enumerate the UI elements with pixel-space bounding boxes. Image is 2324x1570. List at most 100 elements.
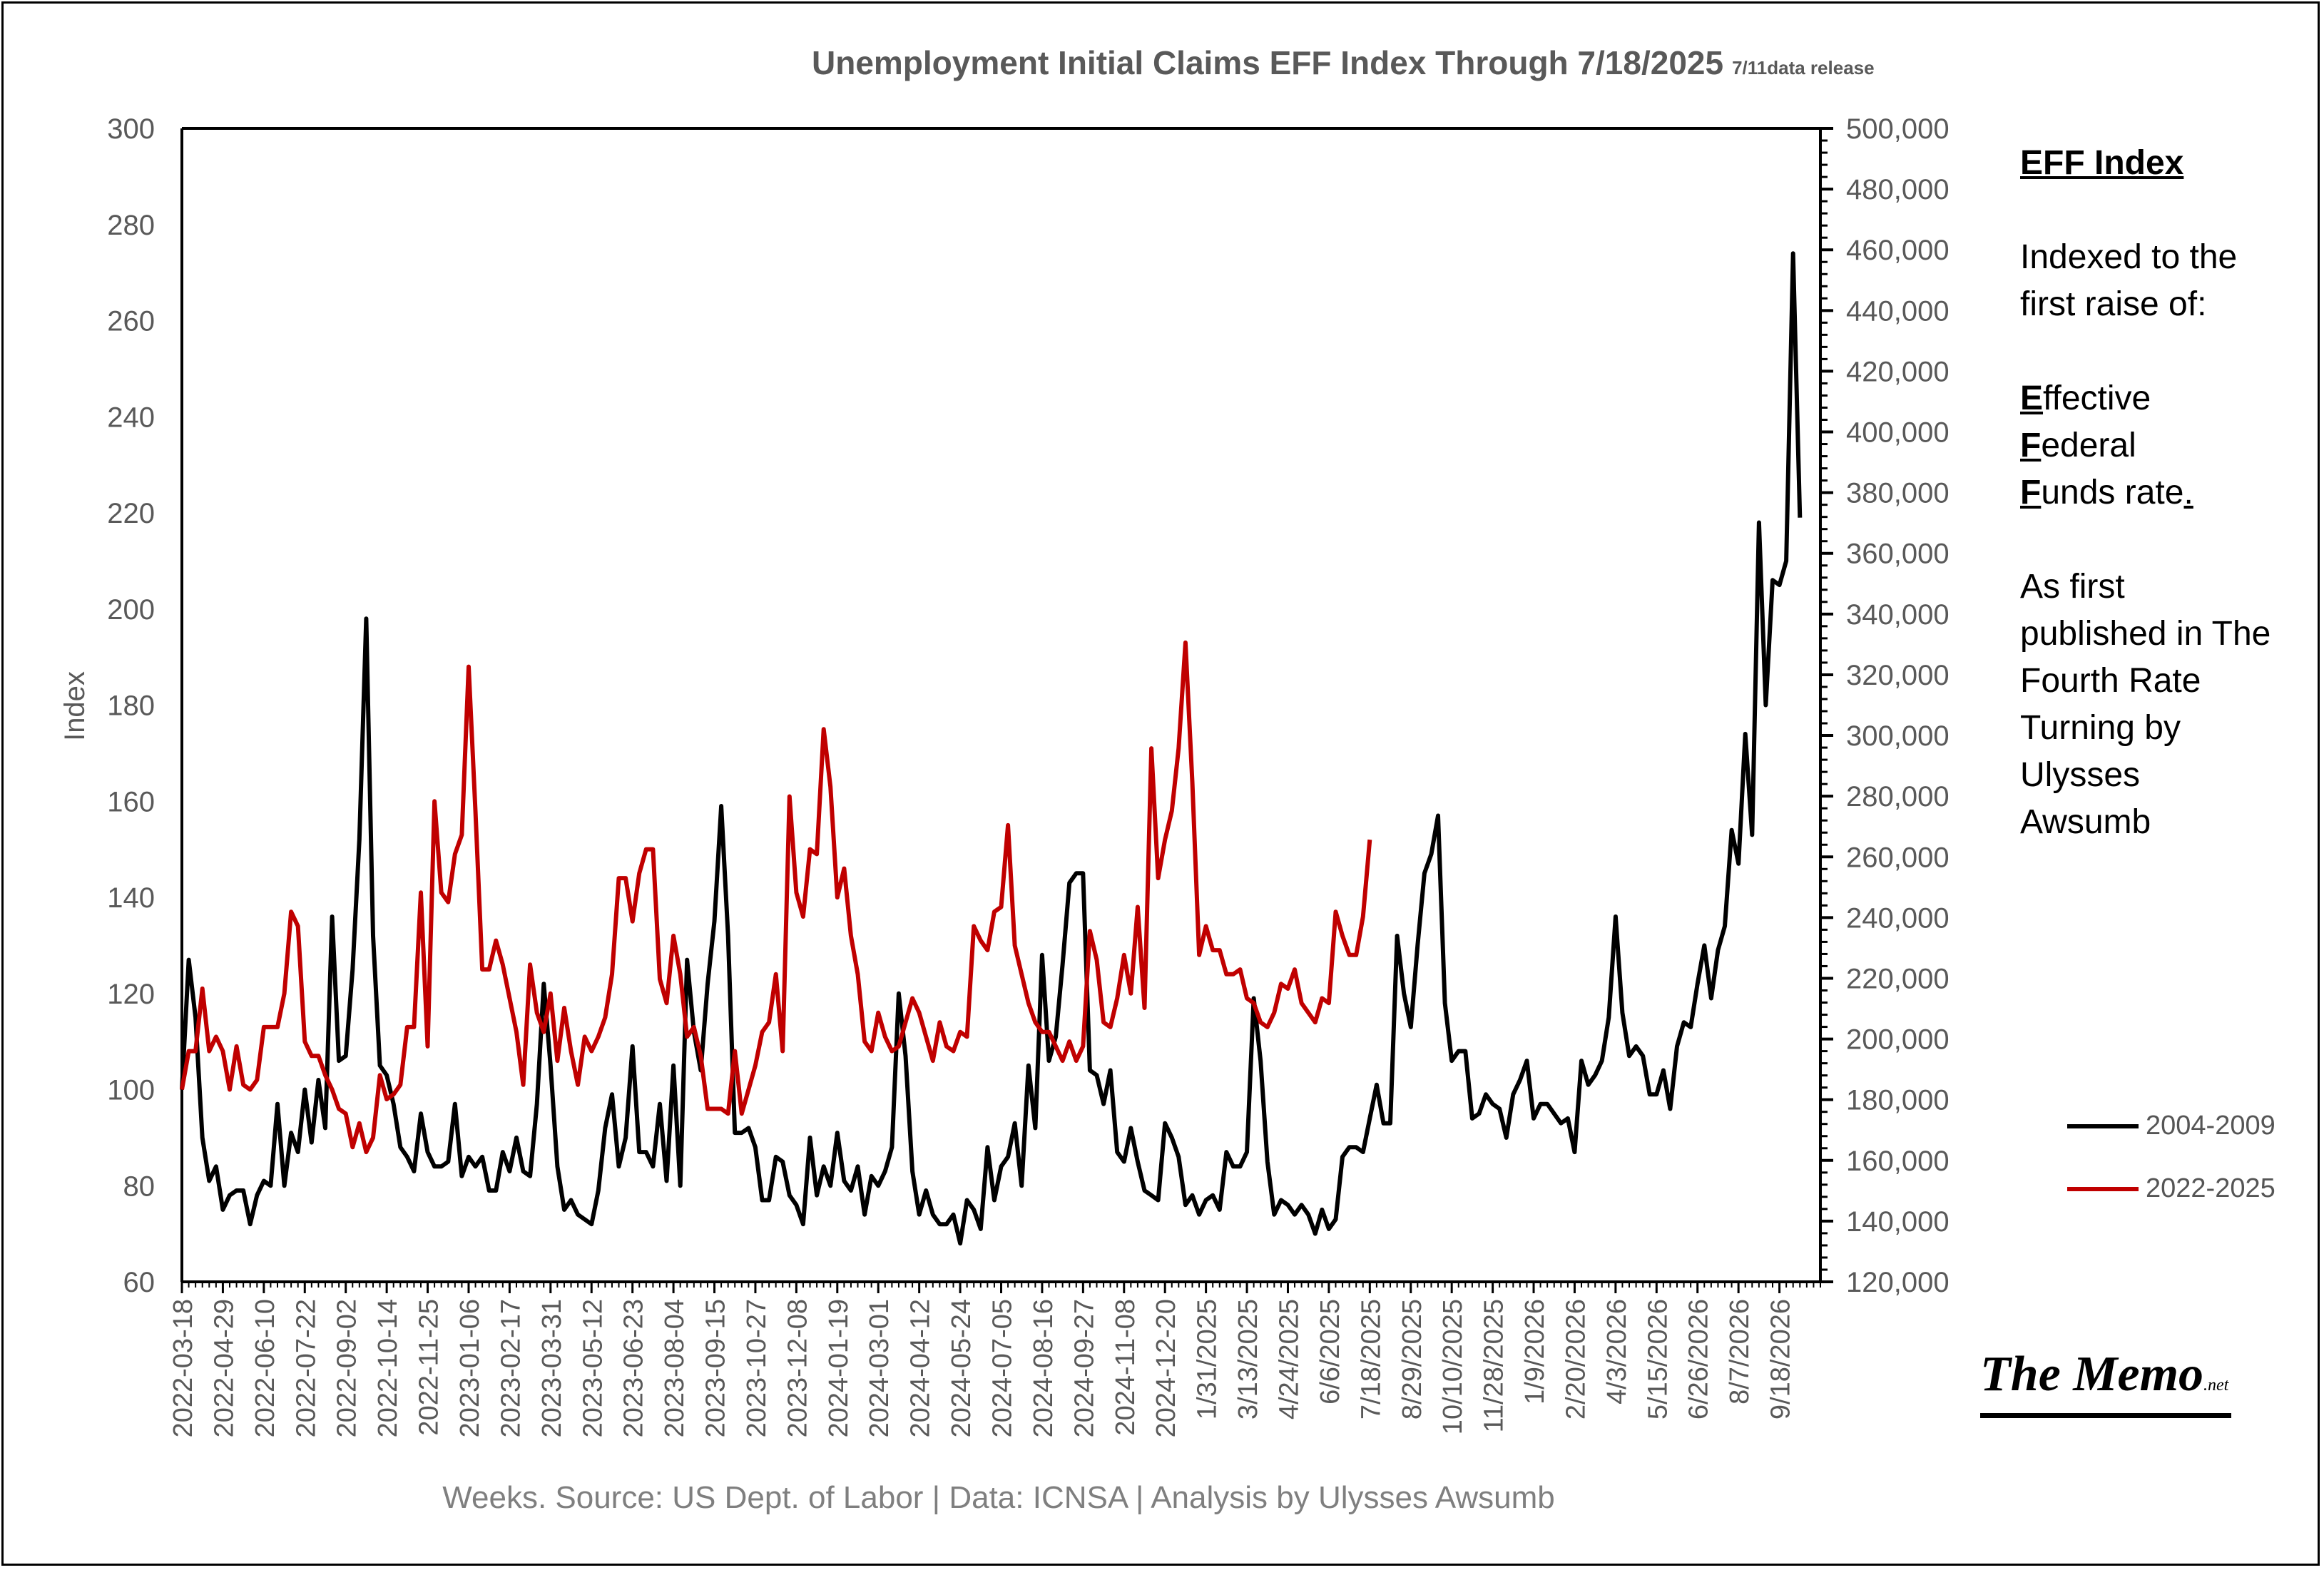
x-tick-label: 2/20/2026	[1561, 1299, 1591, 1419]
y2-tick-label: 140,000	[1846, 1206, 1950, 1238]
x-tick-label: 2023-12-08	[783, 1299, 812, 1437]
y2-tick-label: 240,000	[1846, 902, 1950, 934]
y2-tick-label: 420,000	[1846, 356, 1950, 387]
acronym-f1-rest: ederal	[2041, 427, 2136, 464]
x-tick-label: 2024-04-12	[906, 1299, 936, 1437]
y-tick-label: 140	[107, 882, 155, 914]
x-tick-label: 4/24/2025	[1274, 1299, 1304, 1419]
y2-tick-label: 400,000	[1846, 417, 1950, 449]
x-tick-label: 2024-12-20	[1151, 1299, 1181, 1437]
sidebar-text2: As first published in The Fourth Rate Tu…	[2020, 568, 2271, 841]
series-line-2004-2009	[180, 251, 1803, 1246]
x-tick-label: 2024-03-01	[865, 1299, 895, 1437]
acronym-e: E	[2020, 379, 2044, 417]
y2-tick-label: 120,000	[1846, 1267, 1950, 1298]
x-tick-label: 11/28/2025	[1479, 1299, 1509, 1432]
legend-item-2022-2025: 2022-2025	[2067, 1173, 2275, 1204]
y-tick-label: 160	[107, 786, 155, 817]
y2-tick-label: 360,000	[1846, 539, 1950, 570]
x-tick-label: 3/13/2025	[1233, 1299, 1263, 1419]
y2-tick-label: 460,000	[1846, 235, 1950, 266]
y2-tick-label: 260,000	[1846, 842, 1950, 873]
acronym-f1: F	[2020, 427, 2042, 464]
y-tick-label: 200	[107, 594, 155, 626]
series-group	[180, 251, 1803, 1246]
y2-tick-label: 480,000	[1846, 174, 1950, 205]
y2-tick-label: 440,000	[1846, 295, 1950, 327]
sidebar-acronym: Effective Federal Funds rate.	[2020, 375, 2277, 516]
acronym-line-funds: Funds rate.	[2020, 469, 2277, 516]
acronym-f2-rest: unds rate	[2041, 474, 2184, 511]
chart-title: Unemployment Initial Claims EFF Index Th…	[812, 44, 1875, 81]
y-tick-label: 240	[107, 402, 155, 433]
legend-swatch-black	[2067, 1123, 2139, 1128]
y2-axis-ticks: 120,000 140,000 160,000 180,000 200,000 220,0…	[1820, 113, 1950, 1298]
x-tick-label: 2022-03-18	[168, 1299, 198, 1437]
x-tick-label: 9/18/2026	[1766, 1299, 1796, 1419]
chart-title-suffix: 7/11data release	[1732, 57, 1875, 78]
x-tick-label: 4/3/2026	[1602, 1299, 1632, 1405]
y2-tick-label: 280,000	[1846, 781, 1950, 812]
y2-tick-label: 340,000	[1846, 599, 1950, 631]
y-tick-label: 300	[107, 113, 155, 145]
x-tick-label: 8/7/2026	[1725, 1299, 1755, 1405]
legend-swatch-red	[2067, 1186, 2139, 1191]
y-tick-label: 180	[107, 690, 155, 722]
x-tick-label: 2023-09-15	[701, 1299, 731, 1437]
y-tick-label: 60	[123, 1267, 156, 1298]
x-tick-label: 2023-01-06	[455, 1299, 485, 1437]
acronym-e-rest: ffective	[2043, 379, 2151, 417]
y2-tick-label: 160,000	[1846, 1146, 1950, 1177]
legend-item-2004-2009: 2004-2009	[2067, 1111, 2275, 1141]
x-tick-label: 10/10/2025	[1438, 1299, 1468, 1434]
x-tick-label: 5/15/2026	[1643, 1299, 1673, 1419]
y2-tick-label: 200,000	[1846, 1024, 1950, 1056]
x-tick-label: 6/6/2025	[1315, 1299, 1345, 1405]
the-memo-logo: The Memo.net	[1980, 1347, 2232, 1418]
series-line-2022-2025	[180, 640, 1372, 1155]
sidebar-text1: Indexed to the first raise of:	[2020, 238, 2238, 323]
x-tick-label: 2023-08-04	[660, 1299, 690, 1437]
x-tick-label: 7/18/2025	[1356, 1299, 1386, 1419]
chart-title-main: Unemployment Initial Claims EFF Index Th…	[812, 44, 1723, 81]
x-tick-label: 2022-04-29	[209, 1299, 239, 1437]
x-axis-label: Weeks. Source: US Dept. of Labor | Data:…	[442, 1480, 1554, 1515]
y2-tick-label: 220,000	[1846, 963, 1950, 994]
x-tick-label: 2023-03-31	[537, 1299, 567, 1437]
acronym-line-federal: Federal	[2020, 422, 2277, 469]
y-axis-ticks: 60 80 100 120 140 160 180 200 220 240 260 280 300	[107, 113, 155, 1298]
y-tick-label: 280	[107, 210, 155, 241]
logo-main: The Memo	[1980, 1347, 2204, 1402]
axes-group	[180, 127, 1822, 1283]
x-tick-label: 2024-01-19	[824, 1299, 854, 1437]
x-tick-label: 2024-07-05	[988, 1299, 1018, 1437]
y-tick-label: 260	[107, 306, 155, 337]
x-tick-label: 2022-09-02	[332, 1299, 362, 1437]
sidebar-heading: EFF Index	[2020, 144, 2184, 182]
acronym-f2-dot: .	[2183, 474, 2193, 511]
y-tick-label: 80	[123, 1171, 156, 1202]
acronym-line-effective: Effective	[2020, 375, 2277, 422]
legend-label-2022-2025: 2022-2025	[2146, 1173, 2275, 1203]
y2-tick-label: 300,000	[1846, 720, 1950, 752]
x-tick-label: 2023-05-12	[578, 1299, 608, 1437]
x-tick-label: 2023-06-23	[619, 1299, 649, 1437]
x-tick-label: 2023-10-27	[742, 1299, 772, 1437]
x-tick-label: 2023-02-17	[496, 1299, 526, 1437]
x-tick-label: 2024-11-08	[1111, 1299, 1141, 1436]
y2-tick-label: 380,000	[1846, 478, 1950, 509]
x-tick-label: 2022-06-10	[250, 1299, 280, 1437]
x-axis-ticks: 2022-03-18 2022-04-29 2022-06-10 2022-07-22…	[168, 1282, 1821, 1437]
x-tick-label: 2022-10-14	[373, 1299, 403, 1437]
acronym-f2: F	[2020, 474, 2042, 511]
sidebar-note: EFF Index Indexed to the first raise of:…	[2020, 140, 2277, 893]
y2-tick-label: 180,000	[1846, 1085, 1950, 1116]
y-tick-label: 120	[107, 979, 155, 1010]
y2-tick-label: 500,000	[1846, 113, 1950, 145]
x-tick-label: 2024-08-16	[1029, 1299, 1059, 1437]
x-tick-label: 2022-11-25	[414, 1299, 444, 1436]
x-tick-label: 2024-05-24	[947, 1299, 977, 1437]
y-tick-label: 220	[107, 498, 155, 529]
x-tick-label: 1/9/2026	[1520, 1299, 1550, 1405]
